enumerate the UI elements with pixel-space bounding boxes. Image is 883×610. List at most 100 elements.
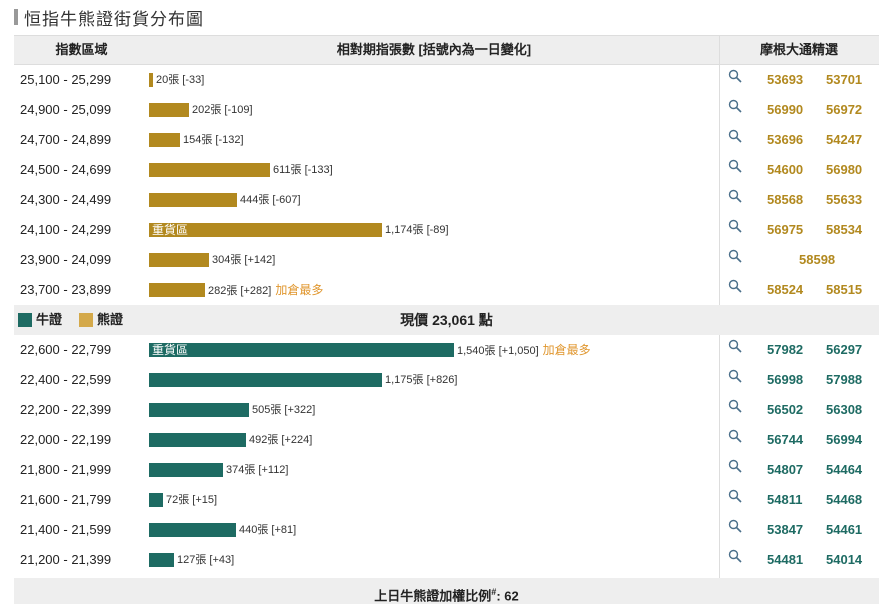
current-price-value: 23,061	[432, 312, 475, 328]
bull-row: 21,200 - 21,399 127張 [+43] 54481 54014	[14, 545, 879, 575]
warrant-code-link[interactable]: 56994	[826, 432, 863, 447]
search-icon[interactable]	[728, 69, 742, 83]
warrant-code-link[interactable]: 56980	[826, 162, 863, 177]
row-volume-text: 154張 [-132]	[183, 134, 244, 146]
search-icon[interactable]	[728, 519, 742, 533]
warrant-code-link[interactable]: 56744	[767, 432, 804, 447]
bear-volume-bar	[149, 73, 153, 87]
bear-row: 23,700 - 23,899 282張 [+282] 加倉最多 58524 58515	[14, 275, 879, 305]
search-icon[interactable]	[728, 279, 742, 293]
warrant-code-link[interactable]: 54811	[767, 492, 803, 507]
bull-volume-bar	[149, 403, 249, 417]
warrant-code-link[interactable]: 56975	[767, 222, 804, 237]
row-volume-value: 72張 [+15]	[166, 492, 217, 508]
warrant-code-link[interactable]: 56990	[767, 102, 804, 117]
search-icon[interactable]	[728, 249, 742, 263]
warrant-code-link[interactable]: 54807	[767, 462, 804, 477]
warrant-code-link[interactable]: 54014	[826, 552, 863, 567]
header-change: 相對期指張數 [括號內為一日變化]	[336, 42, 532, 57]
search-icon[interactable]	[728, 549, 742, 563]
row-range: 22,000 - 22,199	[20, 432, 112, 447]
row-volume-value: 611張 [-133]	[273, 162, 333, 178]
warrant-code-link[interactable]: 54464	[826, 462, 863, 477]
bear-volume-bar	[149, 163, 270, 177]
row-volume-value: 505張 [+322]	[252, 402, 315, 418]
bear-row: 23,900 - 24,099 304張 [+142] 58598	[14, 245, 879, 275]
bear-row: 24,900 - 25,099 202張 [-109] 56990 56972	[14, 95, 879, 125]
warrant-code-link[interactable]: 58534	[826, 222, 863, 237]
row-range: 21,800 - 21,999	[20, 462, 112, 477]
row-volume-value: 1,540張 [+1,050] 加倉最多	[457, 342, 591, 359]
row-volume-text: 492張 [+224]	[249, 434, 313, 446]
row-volume-text: 1,175張 [+826]	[385, 374, 458, 386]
warrant-code-link[interactable]: 54600	[767, 162, 804, 177]
bear-volume-bar	[149, 253, 209, 267]
row-range: 22,200 - 22,399	[20, 402, 112, 417]
search-icon[interactable]	[728, 489, 742, 503]
warrant-code-link[interactable]: 54461	[826, 522, 863, 537]
bull-row: 21,800 - 21,999 374張 [+112] 54807 54464	[14, 455, 879, 485]
row-volume-value: 374張 [+112]	[226, 462, 288, 478]
bear-volume-bar	[149, 193, 237, 207]
row-range: 23,900 - 24,099	[20, 252, 112, 267]
row-volume-text: 374張 [+112]	[226, 464, 289, 476]
row-volume-value: 127張 [+43]	[177, 552, 234, 568]
bull-volume-bar	[149, 373, 382, 387]
warrant-code-link[interactable]: 58524	[767, 282, 804, 297]
warrant-code-link[interactable]: 56297	[826, 342, 863, 357]
warrant-code-link[interactable]: 58515	[826, 282, 863, 297]
bull-volume-bar	[149, 523, 236, 537]
search-icon[interactable]	[728, 159, 742, 173]
row-range: 24,100 - 24,299	[20, 222, 112, 237]
weighted-ratio-mark: #	[491, 587, 497, 597]
page-title-text: 恒指牛熊證街貨分布圖	[24, 9, 204, 29]
row-volume-text: 127張 [+43]	[177, 554, 235, 566]
bull-volume-bar: 重貨區	[149, 343, 454, 357]
warrant-code-link[interactable]: 53693	[767, 72, 804, 87]
warrant-code-link[interactable]: 53696	[767, 132, 804, 147]
warrant-code-link[interactable]: 53847	[767, 522, 804, 537]
bull-row: 21,400 - 21,599 440張 [+81] 53847 54461	[14, 515, 879, 545]
row-volume-value: 444張 [-607]	[240, 192, 301, 208]
bear-legend-swatch	[79, 313, 93, 327]
warrant-code-link[interactable]: 57988	[826, 372, 863, 387]
header-range: 指數區域	[55, 42, 108, 57]
search-icon[interactable]	[728, 129, 742, 143]
row-volume-value: 202張 [-109]	[192, 102, 253, 118]
bear-volume-bar: 重貨區	[149, 223, 382, 237]
search-icon[interactable]	[728, 429, 742, 443]
row-volume-text: 1,174張 [-89]	[385, 224, 449, 236]
warrant-code-link[interactable]: 54468	[826, 492, 863, 507]
weighted-ratio-value: : 62	[496, 588, 519, 604]
search-icon[interactable]	[728, 189, 742, 203]
row-range: 24,300 - 24,499	[20, 192, 112, 207]
bull-volume-bar	[149, 433, 246, 447]
search-icon[interactable]	[728, 369, 742, 383]
current-price-bar: 牛證 熊證 現價 23,061 點	[14, 305, 879, 335]
column-divider	[719, 35, 720, 305]
row-range: 23,700 - 23,899	[20, 282, 112, 297]
warrant-code-link[interactable]: 56998	[767, 372, 804, 387]
search-icon[interactable]	[728, 459, 742, 473]
warrant-code-link[interactable]: 54247	[826, 132, 863, 147]
row-volume-text: 72張 [+15]	[166, 494, 218, 506]
warrant-code-link[interactable]: 56308	[826, 402, 863, 417]
warrant-code-link[interactable]: 58568	[767, 192, 804, 207]
search-icon[interactable]	[728, 99, 742, 113]
most-added-label: 加倉最多	[542, 343, 591, 357]
warrant-code-link[interactable]: 56972	[826, 102, 863, 117]
search-icon[interactable]	[728, 219, 742, 233]
bear-volume-bar	[149, 103, 189, 117]
warrant-code-link[interactable]: 55633	[826, 192, 863, 207]
warrant-code-link[interactable]: 54481	[767, 552, 804, 567]
row-volume-value: 20張 [-33]	[156, 72, 204, 88]
header-picks: 摩根大通精選	[759, 42, 838, 57]
row-volume-text: 440張 [+81]	[239, 524, 297, 536]
search-icon[interactable]	[728, 399, 742, 413]
warrant-code-link[interactable]: 53701	[826, 72, 863, 87]
warrant-code-link[interactable]: 58598	[799, 252, 836, 267]
warrant-code-link[interactable]: 56502	[767, 402, 804, 417]
search-icon[interactable]	[728, 339, 742, 353]
current-price: 現價 23,061 點	[14, 305, 879, 335]
warrant-code-link[interactable]: 57982	[767, 342, 804, 357]
